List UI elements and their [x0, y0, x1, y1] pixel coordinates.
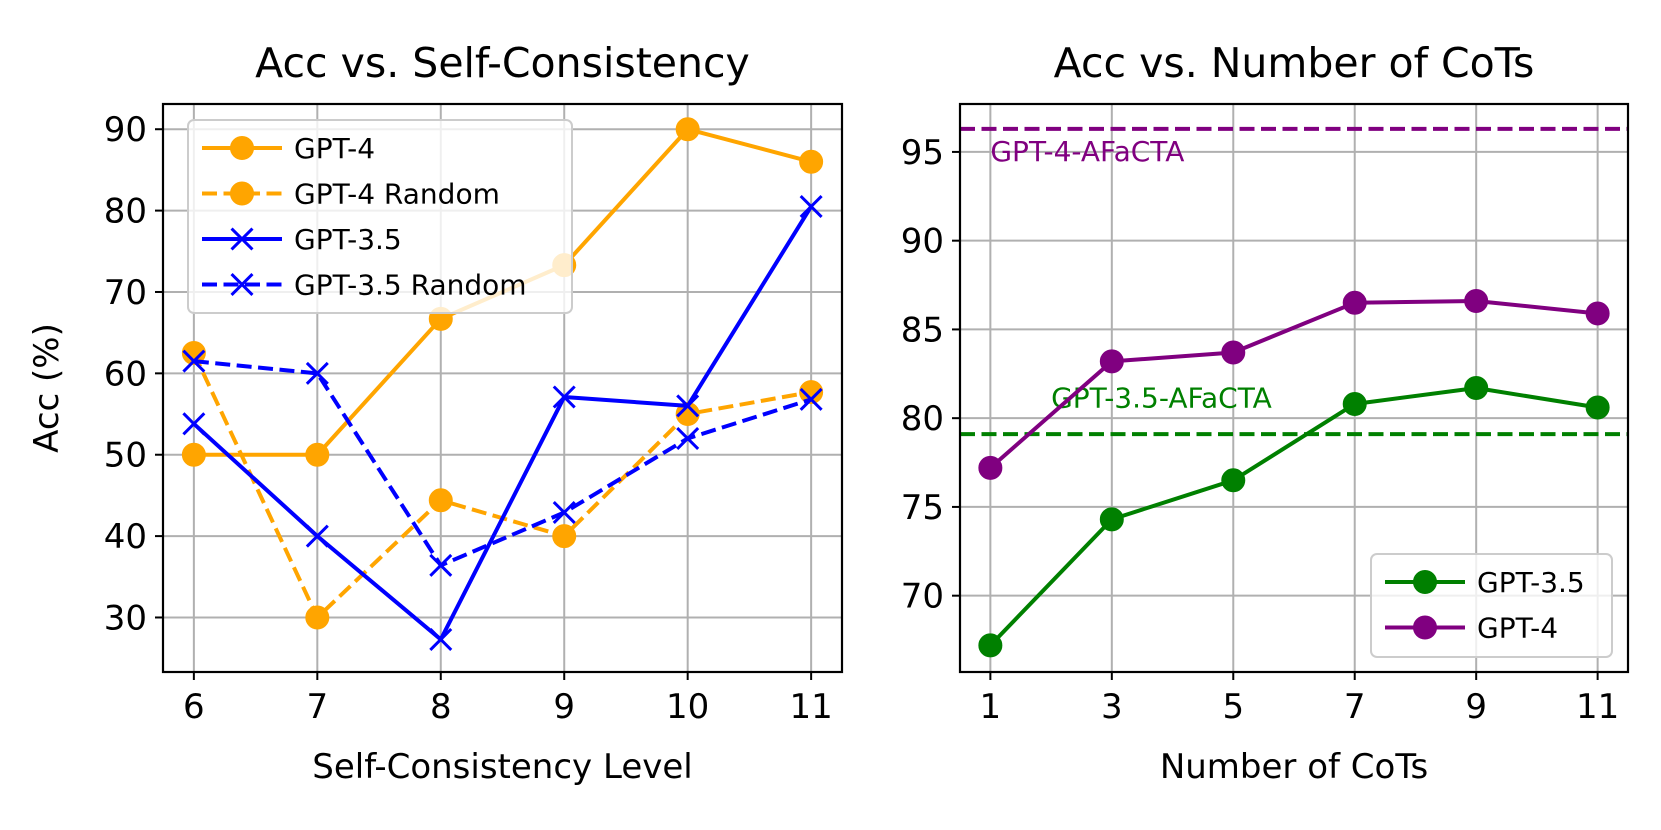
legend: GPT-4 GPT-4 Random GPT-3.5 GPT-3.5 Random	[187, 119, 573, 314]
point-gpt-4-random-6	[181, 341, 206, 366]
legend-label-gpt-4-random: GPT-4 Random	[294, 178, 500, 211]
y-tick-label: 70	[901, 577, 944, 617]
point-gpt-3-5-3	[1099, 507, 1124, 532]
legend-marker-gpt-3-5	[230, 227, 254, 251]
point-gpt-3-5-8	[429, 627, 453, 651]
point-gpt-3-5-random-7	[305, 361, 329, 385]
x-axis-label: Self-Consistency Level	[312, 747, 692, 787]
y-tick-label: 80	[104, 192, 147, 232]
point-gpt-4-random-7	[305, 605, 330, 630]
point-gpt-3-5-11	[1585, 395, 1610, 420]
legend-marker-gpt-4	[1413, 615, 1437, 640]
point-gpt-4-random-8	[428, 488, 453, 513]
plot-frame	[958, 102, 1630, 674]
legend-box	[187, 119, 573, 314]
chart-title: Acc vs. Number of CoTs	[1054, 39, 1535, 87]
point-gpt-3-5-random-9	[552, 500, 576, 525]
series-line-gpt-4	[989, 299, 1598, 470]
series-line-gpt-3-5	[988, 386, 1598, 647]
legend-marker-gpt-4-random	[230, 181, 254, 206]
point-gpt-3-5-random-6	[182, 349, 206, 373]
y-tick-label: 30	[104, 598, 147, 638]
y-axis-label: Acc (%)	[27, 323, 67, 453]
legend-marker-gpt-3-5-random	[230, 272, 254, 297]
x-tick-label: 9	[1465, 687, 1487, 727]
x-tick-label: 11	[1576, 687, 1619, 727]
x-tick-label: 8	[430, 687, 452, 727]
plot-frame	[161, 102, 844, 674]
legend-label-gpt-4: GPT-4	[294, 132, 375, 165]
point-gpt-3-5-random-8	[429, 553, 453, 577]
y-tick-label: 60	[104, 354, 147, 394]
point-gpt-3-5-11	[799, 195, 823, 219]
chart-title: Acc vs. Self-Consistency	[255, 39, 750, 87]
legend-label-gpt-3-5: GPT-3.5	[1477, 566, 1585, 599]
legend-marker-gpt-3-5	[1413, 570, 1437, 594]
chart-1: 6 7 8 9 10 11 30 40 50 60 70 80 90 Acc vs. Self-Consi…	[27, 39, 844, 787]
x-tick-label: 9	[553, 687, 575, 727]
y-tick-label: 90	[104, 110, 147, 150]
legend-label-gpt-3-5-random: GPT-3.5 Random	[294, 269, 527, 302]
point-gpt-4-3	[1099, 349, 1124, 374]
point-gpt-4-11	[799, 149, 824, 174]
y-tick-label: 95	[901, 133, 944, 173]
point-gpt-4-9	[1464, 289, 1489, 314]
point-gpt-3-5-7	[1342, 391, 1367, 416]
point-gpt-4-5	[1221, 340, 1246, 365]
point-gpt-4-7	[305, 442, 330, 467]
y-tick-label: 50	[104, 436, 147, 476]
legend: GPT-3.5 GPT-4	[1370, 553, 1613, 658]
x-tick-label: 7	[306, 687, 328, 727]
x-tick-label: 6	[183, 687, 205, 727]
legend-label-gpt-3-5: GPT-3.5	[294, 223, 402, 256]
point-gpt-3-5-5	[1221, 468, 1246, 493]
x-tick-label: 3	[1101, 687, 1123, 727]
y-tick-label: 90	[901, 222, 944, 262]
point-gpt-3-5-7	[305, 524, 329, 548]
point-gpt-4-11	[1585, 301, 1610, 326]
point-gpt-3-5-random-11	[799, 387, 823, 411]
point-gpt-3-5-9	[1464, 376, 1489, 400]
point-gpt-3-5-10	[676, 394, 700, 418]
legend-label-gpt-4: GPT-4	[1477, 612, 1558, 645]
series-line-gpt-3-5	[192, 205, 813, 642]
point-gpt-4-7	[1342, 290, 1367, 315]
y-tick-label: 40	[104, 517, 147, 557]
series-line-gpt-3-5-random	[193, 359, 812, 568]
x-tick-label: 5	[1222, 687, 1244, 727]
point-gpt-4-random-11	[799, 380, 824, 405]
x-tick-label: 1	[980, 687, 1002, 727]
point-gpt-4-10	[675, 117, 700, 142]
point-gpt-4-6	[181, 442, 206, 467]
x-axis-label: Number of CoTs	[1160, 747, 1428, 787]
point-gpt-3-5-9	[552, 385, 576, 409]
point-gpt-4-random-9	[552, 524, 577, 549]
point-gpt-3-5-1	[978, 633, 1003, 658]
y-tick-label: 75	[901, 488, 944, 528]
x-tick-label: 7	[1344, 687, 1366, 727]
legend-marker-gpt-4	[230, 136, 254, 160]
point-gpt-3-5-random-10	[676, 426, 700, 450]
point-gpt-4-1	[978, 455, 1003, 480]
point-gpt-3-5-6	[182, 412, 206, 436]
x-tick-label: 10	[666, 687, 709, 727]
y-tick-label: 85	[901, 310, 944, 350]
reference-label-gpt-4-afacta: GPT-4-AFaCTA	[990, 135, 1184, 168]
chart-2: GPT-4-AFaCTA GPT-3.5-AFaCTA 1 3 5 7 9 11 70 75 80 8…	[901, 39, 1630, 787]
series-line-gpt-4-random	[192, 352, 812, 620]
y-tick-label: 70	[104, 273, 147, 313]
x-tick-label: 11	[790, 687, 833, 727]
y-tick-label: 80	[901, 399, 944, 439]
reference-label-gpt-3-5-afacta: GPT-3.5-AFaCTA	[1051, 382, 1272, 415]
